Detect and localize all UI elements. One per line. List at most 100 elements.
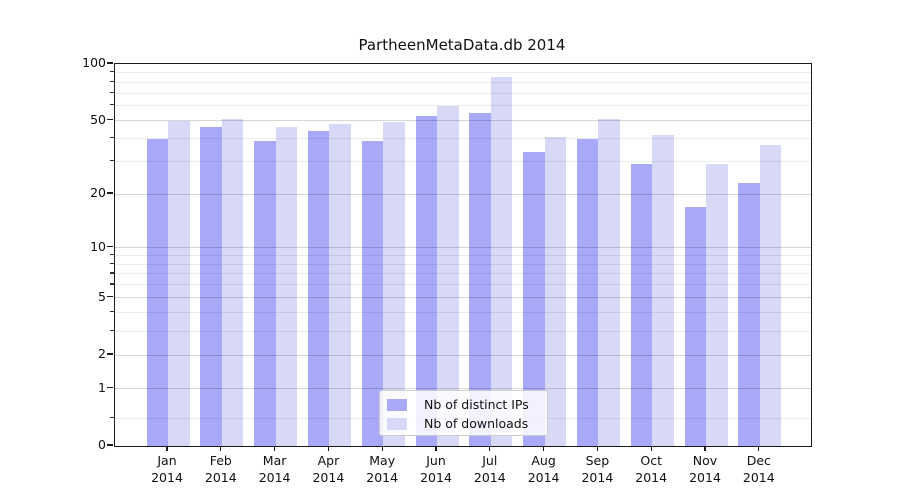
bar-ips-sep <box>576 138 599 446</box>
y-tick-label: 10 <box>90 238 106 254</box>
x-tick-label-dec: Dec 2014 <box>731 452 787 486</box>
y-tick-label: 5 <box>98 288 106 304</box>
x-tick-label-may: May 2014 <box>354 452 410 486</box>
y-minor-tick <box>110 311 114 313</box>
y-tick-label: 100 <box>82 55 106 70</box>
y-minor-tick <box>110 71 114 73</box>
legend-swatch-icon <box>387 417 407 430</box>
x-tick-year: 2014 <box>204 470 237 485</box>
x-tick <box>274 446 276 451</box>
x-tick-year: 2014 <box>635 470 668 485</box>
x-tick <box>758 446 760 451</box>
y-minor-tick <box>110 160 114 162</box>
y-minor-tick <box>110 91 114 93</box>
legend: Nb of distinct IPs Nb of downloads <box>379 390 548 436</box>
y-tick-label: 20 <box>90 185 106 200</box>
y-tick <box>107 353 113 355</box>
bar-downloads-aug <box>544 136 567 446</box>
x-tick <box>596 446 598 451</box>
legend-label: Nb of distinct IPs <box>424 397 529 412</box>
x-tick-year: 2014 <box>258 470 291 485</box>
bar-ips-mar <box>254 140 276 446</box>
x-tick <box>220 446 222 451</box>
y-minor-tick <box>110 262 114 264</box>
y-minor-tick <box>110 253 114 256</box>
bar-downloads-mar <box>275 127 298 446</box>
y-minor-tick <box>110 283 114 285</box>
bar-ips-feb <box>200 127 222 446</box>
bar-ips-aug <box>523 151 545 446</box>
gridline <box>115 92 811 94</box>
bar-ips-may <box>361 140 384 446</box>
bar-ips-jul <box>469 112 491 446</box>
y-tick <box>107 245 113 248</box>
plot-area: Nb of distinct IPs Nb of downloads <box>114 63 812 447</box>
x-tick-year: 2014 <box>420 470 452 485</box>
bar-downloads-feb <box>221 118 244 446</box>
bar-ips-apr <box>307 130 330 446</box>
x-tick-year: 2014 <box>527 470 560 485</box>
y-tick <box>107 62 113 64</box>
x-tick <box>166 446 168 451</box>
y-tick-label: 50 <box>90 111 106 127</box>
y-tick-label: 0 <box>98 437 106 452</box>
legend-swatch-icon <box>387 398 407 411</box>
gridline <box>115 81 811 83</box>
x-tick <box>650 446 652 451</box>
bar-downloads-dec <box>759 144 782 446</box>
x-tick <box>327 446 329 451</box>
x-tick-label-jan: Jan 2014 <box>139 452 195 486</box>
chart-title: PartheenMetaData.db 2014 <box>358 36 566 54</box>
bar-downloads-nov <box>706 164 728 446</box>
y-minor-tick <box>110 104 114 106</box>
bar-downloads-jul <box>490 77 513 446</box>
x-tick-label-nov: Nov 2014 <box>677 452 733 486</box>
x-tick <box>543 446 545 451</box>
x-tick <box>704 446 706 451</box>
bar-downloads-may <box>383 122 405 446</box>
x-tick-year: 2014 <box>581 470 614 485</box>
gridline <box>115 120 811 122</box>
x-tick <box>381 446 383 451</box>
bar-ips-nov <box>684 206 706 446</box>
x-tick <box>435 446 437 451</box>
bar-downloads-oct <box>652 134 674 446</box>
y-tick <box>107 118 113 121</box>
bar-downloads-jan <box>168 120 190 446</box>
gridline <box>115 72 811 74</box>
bar-ips-jun <box>415 115 437 446</box>
x-tick-label-jun: Jun 2014 <box>408 452 464 486</box>
gridline <box>115 105 811 107</box>
x-tick-label-jul: Jul 2014 <box>462 452 518 486</box>
y-tick <box>107 192 113 194</box>
x-tick-year: 2014 <box>366 470 399 485</box>
bar-downloads-sep <box>598 118 620 446</box>
x-tick-year: 2014 <box>151 470 183 485</box>
bar-downloads-apr <box>329 123 351 446</box>
legend-label: Nb of downloads <box>424 416 529 431</box>
x-tick-year: 2014 <box>689 470 721 485</box>
legend-item: Nb of distinct IPs <box>387 395 547 414</box>
x-tick-label-feb: Feb 2014 <box>193 452 249 486</box>
y-minor-tick <box>110 272 114 274</box>
x-tick-label-mar: Mar 2014 <box>247 452 303 486</box>
bar-ips-oct <box>630 164 653 446</box>
x-tick-year: 2014 <box>312 470 345 485</box>
y-tick <box>107 444 113 446</box>
y-tick-label: 1 <box>98 379 106 395</box>
y-tick <box>107 387 113 389</box>
y-minor-tick <box>110 416 114 418</box>
y-tick <box>107 296 113 298</box>
bar-ips-jan <box>146 138 168 446</box>
x-tick-year: 2014 <box>473 470 506 485</box>
x-tick-year: 2014 <box>742 470 775 485</box>
y-minor-tick <box>110 137 114 139</box>
y-tick-label: 2 <box>98 346 106 362</box>
x-tick-label-oct: Oct 2014 <box>623 452 679 486</box>
bar-downloads-jun <box>437 105 459 446</box>
y-minor-tick <box>110 329 114 331</box>
x-tick-label-apr: Apr 2014 <box>300 452 356 486</box>
x-tick <box>489 446 491 451</box>
legend-item: Nb of downloads <box>387 414 547 433</box>
